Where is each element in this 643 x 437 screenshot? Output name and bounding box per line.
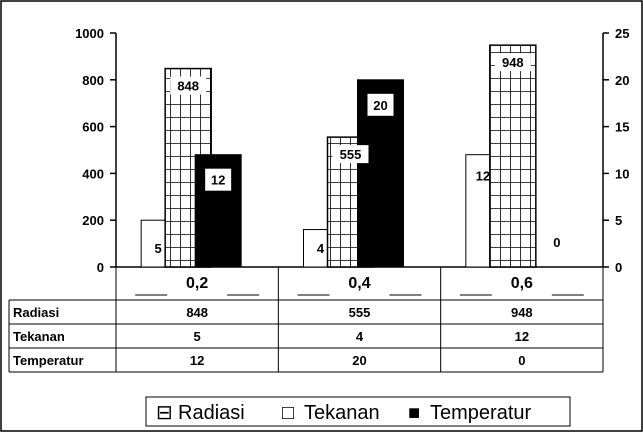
table-row-label: Tekanan xyxy=(13,329,65,344)
temperatur-data-label: 0 xyxy=(553,235,560,250)
legend-box xyxy=(145,396,571,427)
left-tick-label: 800 xyxy=(82,73,104,88)
radiasi-data-label: 948 xyxy=(502,55,524,70)
radiasi-label-bg xyxy=(494,53,531,72)
table-cell: 555 xyxy=(349,305,371,320)
right-tick-label: 5 xyxy=(615,213,622,228)
category-label: 0,2 xyxy=(186,275,208,292)
left-tick-label: 1000 xyxy=(75,26,104,41)
legend: ⊟ Radiasi □ Tekanan ■ Temperatur xyxy=(145,396,571,427)
right-tick-label: 15 xyxy=(615,120,629,135)
right-tick-label: 0 xyxy=(615,260,622,275)
table-cell: 12 xyxy=(515,329,529,344)
legend-symbol-icon: □ xyxy=(282,402,294,424)
legend-symbol-icon: ⊟ xyxy=(156,402,173,424)
table-row-label: Radiasi xyxy=(13,305,59,320)
data-table: 0,2 0,4 0,6 Radiasi 848 555 948 Tekanan 5 4 12 Temp… xyxy=(8,267,604,373)
bar-radiasi xyxy=(489,44,537,268)
bars-group xyxy=(140,44,537,268)
right-tick-label: 10 xyxy=(615,166,629,181)
radiasi-label-bg xyxy=(170,76,207,95)
temperatur-label-bg xyxy=(367,93,394,116)
temperatur-label-bg xyxy=(205,168,232,191)
radiasi-label-bg xyxy=(332,145,369,164)
temperatur-data-label: 12 xyxy=(211,173,225,188)
bar-labels-group: 848 5 12 555 4 20 948 12 0 xyxy=(155,53,560,256)
left-tick-label: 200 xyxy=(82,213,104,228)
category-label: 0,6 xyxy=(511,275,533,292)
right-axis-ticks: 0 5 10 15 20 25 xyxy=(603,26,629,275)
table-cell: 4 xyxy=(356,329,364,344)
temperatur-data-label: 20 xyxy=(373,98,387,113)
tekanan-data-label: 12 xyxy=(476,169,490,184)
left-tick-label: 600 xyxy=(82,120,104,135)
right-tick-label: 20 xyxy=(615,73,629,88)
tekanan-data-label: 5 xyxy=(155,241,162,256)
table-cell: 0 xyxy=(518,353,525,368)
table-cell: 12 xyxy=(190,353,204,368)
legend-label: Radiasi xyxy=(178,402,245,424)
left-tick-label: 400 xyxy=(82,166,104,181)
legend-label: Temperatur xyxy=(430,402,531,424)
table-cell: 948 xyxy=(511,305,533,320)
table-cell: 20 xyxy=(352,353,366,368)
table-cell: 5 xyxy=(194,329,201,344)
table-cell: 848 xyxy=(186,305,208,320)
radiasi-data-label: 848 xyxy=(177,79,199,94)
tekanan-data-label: 4 xyxy=(317,241,325,256)
category-label: 0,4 xyxy=(348,275,370,292)
left-tick-label: 0 xyxy=(97,260,104,275)
right-tick-label: 25 xyxy=(615,26,629,41)
radiasi-data-label: 555 xyxy=(340,147,362,162)
legend-label: Tekanan xyxy=(304,402,380,424)
legend-symbol-icon: ■ xyxy=(408,402,420,424)
left-axis-ticks: 0 200 400 600 800 1000 xyxy=(75,26,116,275)
table-row-label: Temperatur xyxy=(13,353,84,368)
